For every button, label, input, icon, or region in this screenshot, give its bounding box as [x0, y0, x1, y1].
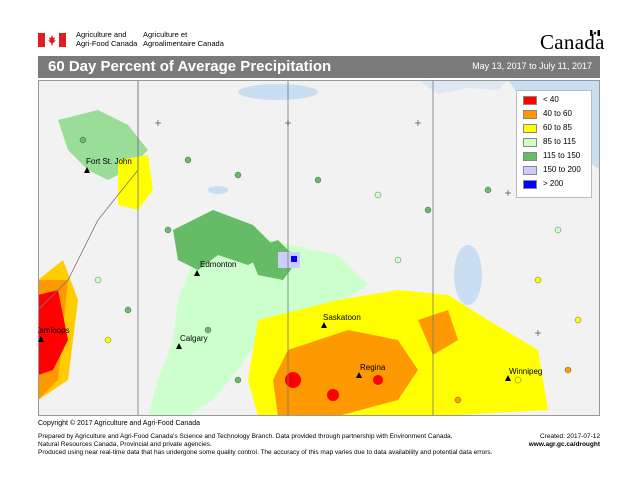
legend-label: 40 to 60	[543, 109, 572, 118]
zone-under-40-a	[285, 372, 301, 388]
dept-en-line1: Agriculture and	[76, 30, 127, 39]
department-name-english: Agriculture and Agri-Food Canada	[76, 30, 138, 48]
legend-swatch	[523, 166, 537, 175]
legend-label: 85 to 115	[543, 137, 576, 146]
city-label-calgary: Calgary	[180, 334, 208, 343]
city-label-edmonton: Edmonton	[200, 260, 237, 269]
legend-swatch	[523, 124, 537, 133]
station-dots	[79, 136, 582, 404]
city-marker-saskatoon	[321, 322, 327, 328]
northern-lakes	[418, 80, 508, 94]
zone-40-60-central	[273, 330, 418, 416]
footer-notes: Prepared by Agriculture and Agri-Food Ca…	[38, 433, 600, 457]
zone-under-40-c	[373, 375, 383, 385]
created-info: Created: 2017-07-12 www.agr.gc.ca/drough…	[529, 433, 600, 449]
map-border	[38, 80, 600, 416]
legend-swatch	[523, 138, 537, 147]
city-marker-winnipeg	[505, 375, 511, 381]
city-marker-fort-st-john	[84, 167, 90, 173]
legend-label: < 40	[543, 95, 559, 104]
city-label-winnipeg: Winnipeg	[509, 367, 543, 376]
city-label-kamloops: Kamloops	[38, 326, 70, 335]
bc-rockies-border	[38, 80, 139, 311]
map-title: 60 Day Percent of Average Precipitation	[48, 58, 332, 75]
wordmark-flag-icon	[590, 30, 600, 36]
drought-url[interactable]: www.agr.gc.ca/drought	[528, 441, 600, 448]
dept-en-line2: Agri-Food Canada	[76, 38, 138, 48]
legend-item: 115 to 150	[523, 151, 589, 163]
legend-item: 150 to 200	[523, 165, 589, 177]
canada-flag-icon	[38, 33, 66, 47]
city-marker-kamloops	[38, 336, 44, 342]
canada-wordmark: Canada	[540, 30, 605, 54]
city-label-fort-st-john: Fort St. John	[86, 157, 132, 166]
zone-under-40-bc	[38, 290, 68, 375]
legend-item: 60 to 85	[523, 123, 589, 135]
legend-label: 150 to 200	[543, 165, 581, 174]
header: Agriculture and Agri-Food Canada Agricul…	[0, 0, 640, 54]
city-marker-regina	[356, 372, 362, 378]
zone-under-40-b	[327, 389, 339, 401]
zone-over-200	[291, 256, 297, 262]
department-name-french: Agriculture et Agroalimentaire Canada	[143, 30, 224, 48]
legend-swatch	[523, 96, 537, 105]
footer-line3: Produced using near real-time data that …	[38, 449, 493, 456]
lake-athabasca	[208, 186, 228, 194]
copyright: Copyright © 2017 Agriculture and Agri-Fo…	[38, 420, 200, 427]
legend: < 40 40 to 60 60 to 85 85 to 115 115 to …	[516, 90, 592, 198]
zone-40-60-east	[418, 310, 458, 355]
city-label-regina: Regina	[360, 363, 386, 372]
city-marker-calgary	[176, 343, 182, 349]
legend-item: 85 to 115	[523, 137, 589, 149]
legend-swatch	[523, 110, 537, 119]
footer-line1: Prepared by Agriculture and Agri-Food Ca…	[38, 433, 453, 440]
legend-swatch	[523, 152, 537, 161]
dept-fr-line1: Agriculture et	[143, 30, 188, 39]
legend-swatch	[523, 180, 537, 189]
date-range: May 13, 2017 to July 11, 2017	[472, 61, 592, 71]
lake-winnipeg	[454, 245, 482, 305]
legend-item: > 200	[523, 179, 589, 191]
created-date: Created: 2017-07-12	[540, 433, 600, 440]
city-label-saskatoon: Saskatoon	[323, 313, 361, 322]
legend-label: 115 to 150	[543, 151, 581, 160]
city-marker-edmonton	[194, 270, 200, 276]
legend-item: < 40	[523, 95, 589, 107]
legend-label: > 200	[543, 179, 564, 188]
zone-60-85-north	[118, 155, 153, 210]
legend-label: 60 to 85	[543, 123, 572, 132]
legend-item: 40 to 60	[523, 109, 589, 121]
great-slave-lake	[238, 84, 318, 100]
footer-line2: Natural Resources Canada, Provincial and…	[38, 441, 212, 448]
title-bar: 60 Day Percent of Average Precipitation …	[38, 56, 600, 78]
zone-115-150-edmonton	[248, 240, 298, 280]
dept-fr-line2: Agroalimentaire Canada	[143, 38, 224, 48]
graticule-ticks	[155, 120, 541, 336]
